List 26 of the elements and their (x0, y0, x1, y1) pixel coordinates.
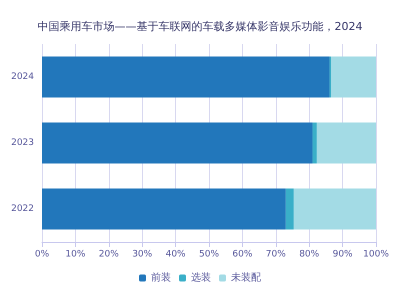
legend-label: 选装 (191, 272, 211, 284)
y-tick-label: 2024 (11, 72, 34, 82)
legend-label: 前装 (151, 272, 171, 284)
bar (286, 188, 294, 230)
x-tick-label: 40% (166, 250, 186, 260)
x-tick-label: 0% (34, 250, 50, 260)
x-tick-label: 30% (132, 250, 153, 260)
bar (331, 56, 376, 98)
x-tick-label: 60% (232, 250, 253, 260)
y-tick-label: 2023 (11, 138, 34, 148)
x-tick-label: 70% (266, 250, 286, 260)
x-tick-label: 10% (65, 250, 86, 260)
y-tick-label: 2022 (11, 204, 34, 214)
bar (316, 122, 376, 164)
bar (312, 122, 317, 164)
legend-label: 未装配 (231, 272, 261, 284)
x-tick-label: 80% (299, 250, 320, 260)
bar (294, 188, 376, 230)
x-tick-label: 50% (198, 250, 220, 260)
x-tick-label: 90% (332, 250, 354, 260)
x-tick-label: 20% (98, 250, 120, 260)
bar (42, 188, 286, 230)
bar (42, 122, 313, 164)
bar (42, 56, 330, 98)
x-tick-label: 100% (363, 250, 390, 260)
chart-title: 中国乘用车市场——基于车联网的车载多媒体影音娱乐功能，2024 (38, 20, 362, 33)
